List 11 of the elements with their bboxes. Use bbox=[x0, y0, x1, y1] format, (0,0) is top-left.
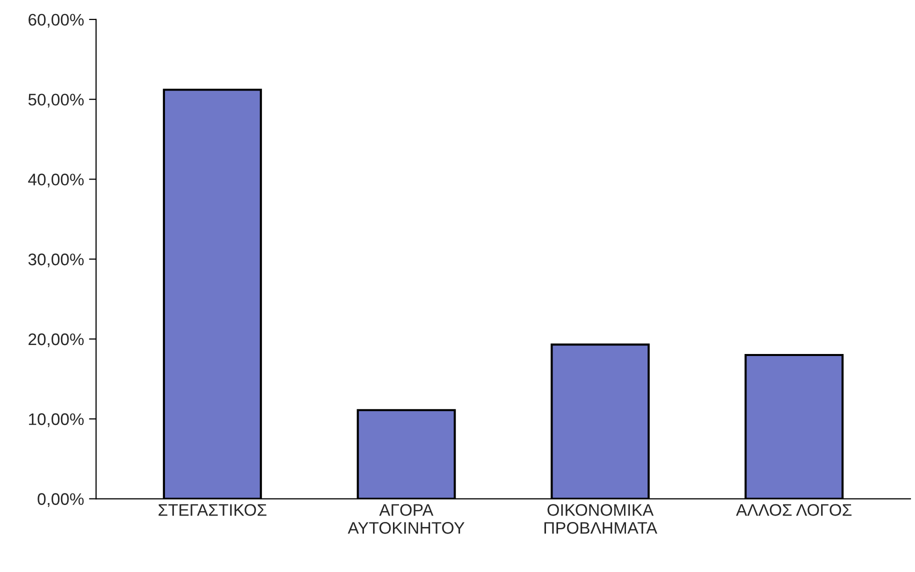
x-tick-label: ΑΓΟΡΑ ΑΥΤΟΚΙΝΗΤΟΥ bbox=[348, 504, 464, 534]
x-tick-label: ΑΛΛΟΣ ΛΟΓΟΣ bbox=[736, 504, 852, 516]
y-tick-label: 20,00% bbox=[28, 333, 84, 348]
y-tick-label: 30,00% bbox=[28, 254, 84, 268]
y-tick-label: 50,00% bbox=[28, 94, 84, 108]
y-tick-label: 0,00% bbox=[38, 493, 84, 507]
x-tick-label: ΣΤΕΓΑΣΤΙΚΟΣ bbox=[158, 504, 266, 516]
x-tick-label: ΟΙΚΟΝΟΜΙΚΑ ΠΡΟΒΛΗΜΑΤΑ bbox=[544, 504, 658, 534]
y-tick-label: 60,00% bbox=[28, 14, 84, 28]
y-tick-label: 10,00% bbox=[29, 413, 84, 428]
y-tick-label: 40,00% bbox=[28, 174, 84, 188]
